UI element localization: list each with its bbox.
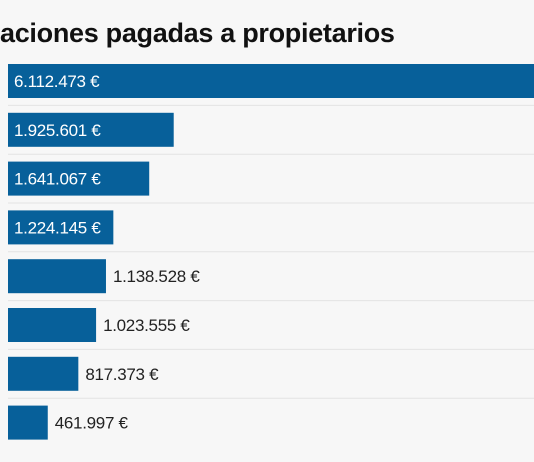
bar-5 [8, 259, 106, 294]
bar-6 [8, 308, 97, 342]
bar-value-label-3: 1.641.067 € [14, 170, 101, 189]
bar-8 [8, 405, 48, 440]
chart-title: aciones pagadas a propietarios [0, 18, 395, 48]
bar-value-label-6: 1.023.555 € [103, 316, 190, 335]
bar-7 [8, 356, 79, 391]
bar-2 [8, 112, 174, 147]
bar-value-label-8: 461.997 € [55, 414, 129, 433]
bar-4 [8, 210, 114, 245]
bar-1 [8, 64, 534, 98]
bar-value-label-2: 1.925.601 € [14, 121, 101, 140]
bar-value-label-1: 6.112.473 € [14, 72, 100, 91]
bar-value-label-5: 1.138.528 € [113, 267, 200, 286]
bar-value-label-7: 817.373 € [85, 365, 159, 384]
bar-value-label-4: 1.224.145 € [14, 218, 101, 237]
bar-3 [8, 161, 150, 196]
